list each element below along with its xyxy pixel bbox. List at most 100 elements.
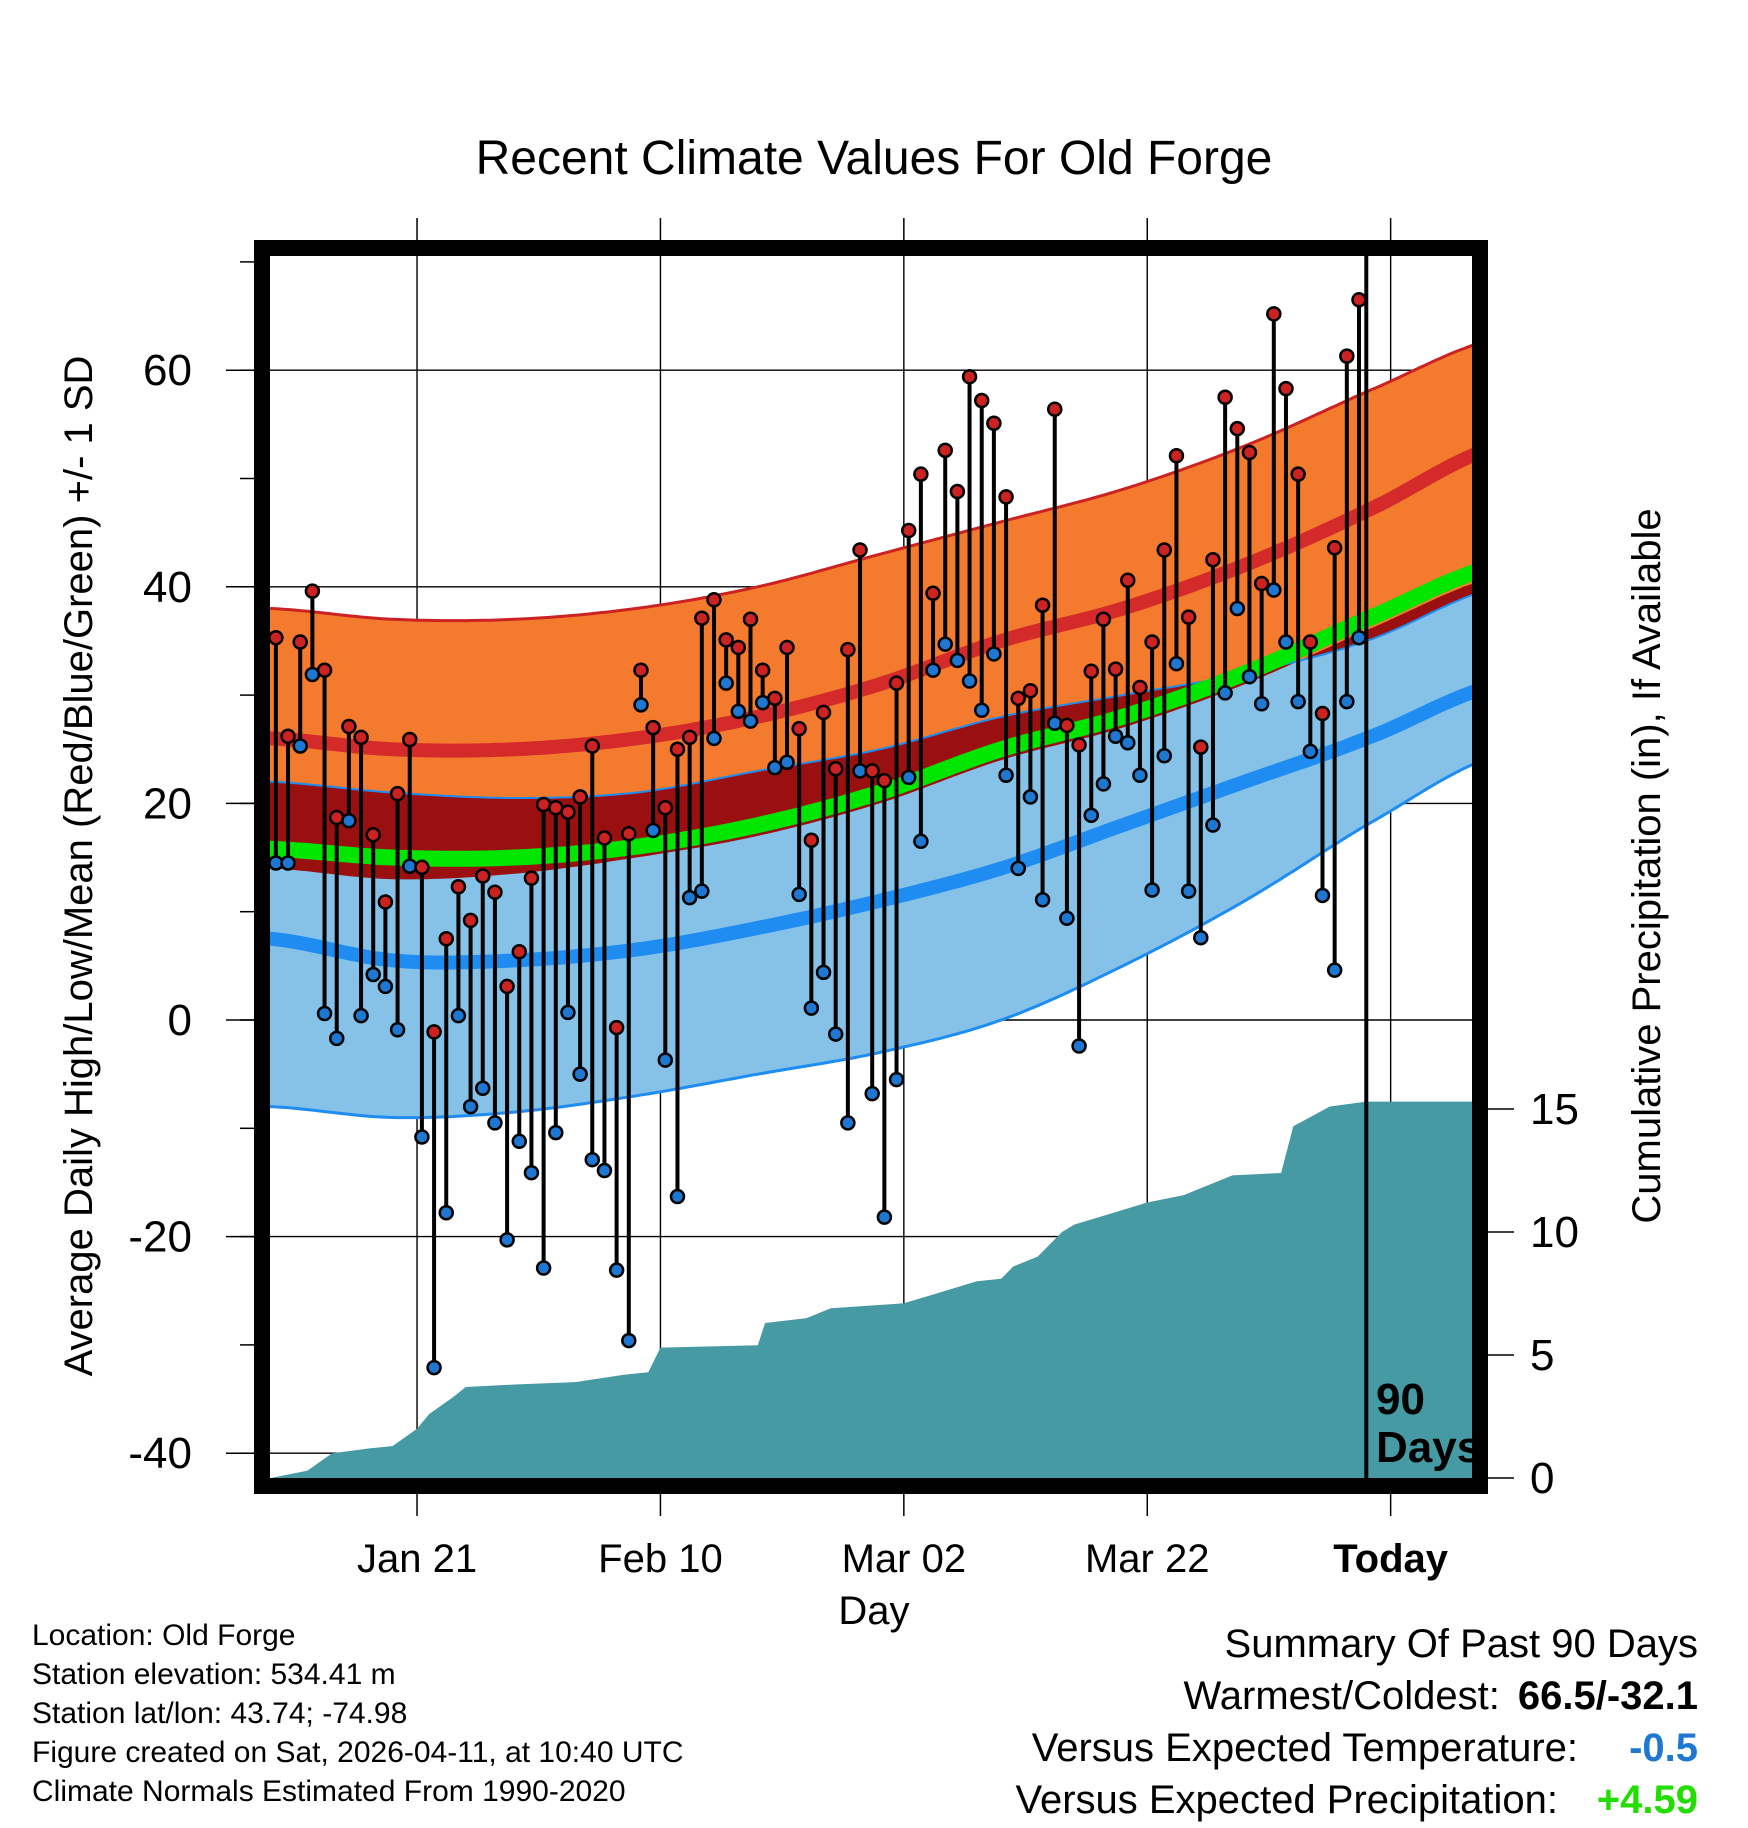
daily-high-point: [450, 879, 467, 895]
daily-low-point: [280, 855, 296, 871]
station-info: Location: Old Forge Station elevation: 5…: [32, 1616, 684, 1811]
daily-high-point: [560, 804, 576, 820]
daily-high-point: [913, 466, 929, 482]
daily-high-point: [1156, 542, 1173, 558]
daily-low-point: [669, 1188, 686, 1205]
y-tick-label: 20: [143, 779, 192, 828]
daily-high-point: [414, 859, 430, 876]
daily-high-point: [730, 639, 747, 656]
precipitation-value: +4.59: [1596, 1778, 1698, 1822]
daily-high-point: [353, 729, 369, 746]
daily-high-point: [462, 912, 479, 929]
daily-low-point: [1339, 693, 1355, 710]
daily-low-point: [657, 1052, 674, 1068]
daily-high-point: [803, 832, 820, 848]
daily-low-point: [694, 883, 710, 899]
daily-high-point: [1168, 448, 1185, 464]
temperature-label: Versus Expected Temperature:: [1031, 1726, 1578, 1770]
warmest-coldest-row: Warmest/Coldest: 66.5/-32.1: [1015, 1670, 1698, 1722]
daily-low-point: [438, 1205, 454, 1221]
daily-high-point: [961, 368, 978, 385]
elevation-text: Station elevation: 534.41 m: [32, 1658, 396, 1691]
daily-low-point: [1351, 629, 1367, 646]
low-sd-lower-line: [262, 759, 1480, 1120]
daily-low-point: [986, 646, 1002, 662]
daily-high-point: [900, 522, 917, 539]
daily-low-point: [1095, 776, 1112, 792]
summary-title: Summary Of Past 90 Days: [1224, 1622, 1698, 1666]
daily-low-point: [913, 833, 929, 850]
daily-high-point: [499, 978, 515, 995]
daily-high-point: [1095, 611, 1112, 628]
daily-high-point: [1034, 597, 1051, 613]
daily-high-point: [584, 738, 601, 754]
daily-high-point: [815, 704, 832, 721]
daily-low-point: [900, 769, 917, 786]
daily-low-point: [353, 1007, 369, 1024]
daily-low-point: [840, 1115, 856, 1131]
y-tick-label: 0: [168, 996, 192, 1045]
daily-high-point: [852, 542, 868, 558]
daily-low-point: [328, 1030, 345, 1047]
daily-low-point: [827, 1026, 844, 1042]
daily-low-point: [1302, 743, 1319, 760]
daily-high-point: [1266, 306, 1282, 322]
daily-low-point: [1326, 962, 1343, 978]
daily-high-point: [365, 827, 381, 843]
daily-low-point: [548, 1124, 564, 1141]
daily-high-point: [1071, 737, 1087, 753]
y-tick-label: -20: [128, 1213, 192, 1262]
daily-high-point: [779, 639, 795, 656]
low-normal-line: [262, 682, 1480, 970]
daily-low-point: [1314, 887, 1331, 904]
daily-low-point: [584, 1151, 601, 1168]
daily-low-point: [815, 964, 832, 981]
daily-low-point: [475, 1080, 491, 1096]
y2-axis-title: Cumulative Precipitation (in), If Availa…: [1625, 508, 1669, 1223]
daily-high-point: [572, 789, 588, 805]
daily-high-point: [426, 1024, 442, 1040]
daily-low-point: [1278, 634, 1294, 650]
daily-high-point: [633, 662, 649, 678]
daily-high-point: [292, 634, 308, 650]
daily-high-point: [706, 592, 722, 608]
daily-low-point: [645, 822, 661, 839]
daily-low-point: [389, 1021, 406, 1038]
daily-low-point: [1010, 860, 1026, 877]
y2-tick-label: 0: [1530, 1454, 1554, 1503]
y-tick-label: 60: [143, 346, 192, 395]
daily-low-point: [292, 738, 308, 754]
daily-low-point: [949, 652, 966, 669]
daily-high-point: [1326, 540, 1343, 556]
daily-high-point: [1120, 572, 1136, 589]
created-text: Figure created on Sat, 2026-04-11, at 10…: [32, 1736, 684, 1769]
daily-low-point: [1144, 882, 1160, 898]
daily-low-point: [1059, 910, 1075, 926]
x-tick-label: Jan 21: [357, 1537, 477, 1581]
x-axis-title: Day: [838, 1589, 909, 1633]
daily-high-point: [475, 868, 491, 884]
daily-low-point: [462, 1098, 479, 1115]
daily-low-point: [718, 675, 734, 691]
warmest-coldest-value: 66.5/-32.1: [1517, 1674, 1698, 1718]
daily-high-point: [925, 585, 941, 602]
daily-high-point: [608, 1019, 625, 1036]
y-axis-title: Average Daily High/Low/Mean (Red/Blue/Gr…: [57, 356, 101, 1377]
daily-high-point: [1046, 401, 1063, 417]
daily-low-point: [1266, 582, 1282, 598]
daily-low-point: [1071, 1038, 1087, 1054]
daily-low-point: [1217, 685, 1233, 701]
daily-low-point: [377, 978, 394, 995]
daily-high-point: [742, 611, 759, 628]
daily-high-point: [986, 415, 1002, 432]
daily-high-point: [487, 884, 503, 900]
daily-low-point: [803, 1000, 820, 1016]
temperature-row: Versus Expected Temperature: -0.5: [1015, 1722, 1698, 1774]
daily-high-point: [1059, 717, 1075, 734]
daily-low-point: [742, 713, 759, 729]
daily-low-point: [779, 754, 795, 770]
daily-low-point: [1034, 892, 1051, 908]
daily-low-point: [1205, 817, 1221, 833]
daily-high-point: [1229, 420, 1246, 437]
x-tick-label: Feb 10: [598, 1537, 723, 1581]
